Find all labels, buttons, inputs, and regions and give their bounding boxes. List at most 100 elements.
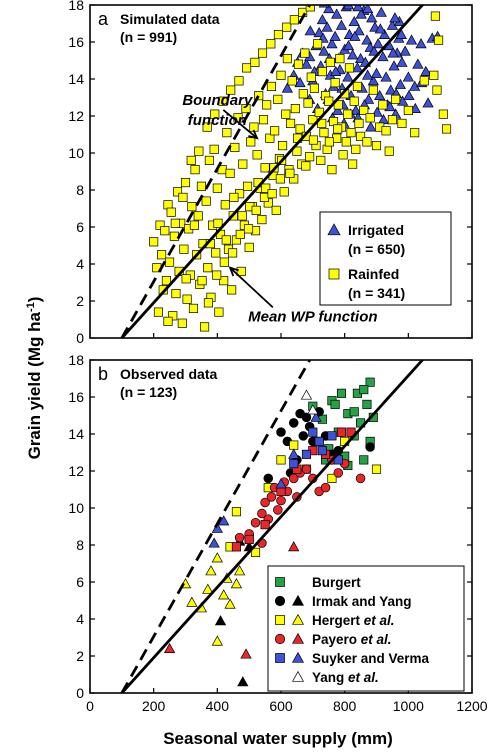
- data-point: [211, 248, 221, 258]
- data-point: [189, 220, 199, 230]
- data-point: [243, 224, 254, 234]
- legend-n-label: (n = 650): [348, 241, 405, 257]
- data-point: [155, 220, 165, 230]
- data-point: [257, 215, 267, 225]
- data-point: [368, 85, 378, 95]
- y-tick-label: 2: [76, 648, 84, 664]
- y-tick-label: 6: [76, 574, 84, 590]
- data-point: [356, 131, 366, 141]
- legend-marker: [292, 670, 304, 682]
- panel-b: 0 2 4 6 8 10 12 14 16 18 0 200 400 600 800 1000 1200 b Obs…: [68, 352, 487, 714]
- data-point: [262, 100, 272, 110]
- y-tick-label: 0: [76, 685, 84, 701]
- data-point: [300, 389, 313, 400]
- data-point: [361, 34, 373, 45]
- data-point: [391, 94, 401, 104]
- series-hergert-et-al-triangle-: [179, 552, 246, 646]
- data-point: [181, 274, 191, 284]
- legend-label: Irrigated: [348, 222, 404, 238]
- data-point: [180, 178, 191, 188]
- data-point: [394, 78, 407, 89]
- data-point: [377, 51, 389, 62]
- x-tick-label: 800: [333, 698, 357, 714]
- data-point: [236, 266, 246, 276]
- data-point: [422, 97, 434, 108]
- y-axis-label: Grain yield (Mg ha-1): [25, 297, 44, 460]
- data-point: [211, 552, 223, 563]
- data-point: [342, 5, 355, 10]
- data-point: [208, 537, 220, 548]
- y-tick-label: 6: [76, 219, 84, 235]
- data-point: [354, 52, 367, 64]
- legend-label-italic: et al.: [361, 632, 392, 647]
- data-point: [346, 128, 356, 138]
- data-point: [234, 76, 244, 86]
- series-yang-et-al-: [300, 389, 319, 415]
- x-tick-label: 400: [206, 698, 230, 714]
- data-point: [321, 21, 333, 32]
- data-point: [402, 71, 414, 82]
- data-point: [276, 427, 286, 437]
- legend-label-italic: et al.: [348, 670, 379, 685]
- data-point: [432, 85, 442, 95]
- data-point: [327, 431, 337, 441]
- data-point: [226, 85, 236, 95]
- data-point: [348, 15, 360, 27]
- data-point: [371, 464, 382, 474]
- legend-marker: [274, 595, 286, 607]
- legend-label-text: Yang: [312, 670, 348, 685]
- data-point: [267, 189, 277, 199]
- data-point: [349, 30, 361, 41]
- data-point: [430, 11, 440, 21]
- data-point: [298, 431, 309, 441]
- data-point: [396, 56, 408, 67]
- y-tick-label: 10: [68, 145, 84, 161]
- data-point: [365, 113, 375, 123]
- data-point: [237, 211, 247, 221]
- data-point: [420, 65, 432, 76]
- data-point: [259, 192, 269, 202]
- y-tick-label: 8: [76, 537, 84, 553]
- y-tick-label: 12: [68, 108, 84, 124]
- data-point: [300, 48, 310, 58]
- plot-area: [120, 5, 452, 338]
- data-point: [352, 81, 362, 91]
- y-tick-label: 16: [68, 34, 84, 50]
- data-point: [362, 399, 372, 409]
- data-point: [324, 96, 334, 106]
- data-point: [419, 76, 429, 86]
- data-point: [263, 473, 274, 484]
- data-point: [227, 285, 237, 295]
- data-point: [288, 541, 300, 552]
- data-point: [361, 69, 374, 80]
- y-tick-label: 4: [76, 256, 84, 272]
- data-point: [294, 76, 306, 88]
- x-tick-label: 1200: [456, 698, 487, 714]
- data-point: [289, 459, 299, 469]
- data-point: [308, 427, 318, 437]
- legend-marker: [275, 615, 285, 625]
- data-point: [298, 89, 308, 99]
- data-point: [359, 385, 369, 395]
- data-point: [329, 30, 341, 41]
- y-tick-label: 16: [68, 389, 84, 405]
- data-point: [344, 63, 354, 73]
- data-point: [218, 589, 230, 600]
- data-point: [352, 5, 364, 12]
- y-axis-label-close: ): [25, 297, 44, 303]
- data-point: [170, 218, 180, 228]
- data-point: [260, 163, 270, 173]
- data-point: [403, 105, 413, 115]
- data-point: [202, 122, 212, 132]
- data-point: [349, 96, 359, 106]
- data-point: [273, 94, 283, 104]
- data-point: [333, 124, 343, 134]
- data-point: [331, 8, 343, 19]
- data-point: [171, 289, 181, 299]
- panel-title: Observed data: [120, 366, 217, 382]
- data-point: [211, 522, 223, 533]
- data-point: [222, 128, 232, 138]
- y-tick-label: 12: [68, 463, 84, 479]
